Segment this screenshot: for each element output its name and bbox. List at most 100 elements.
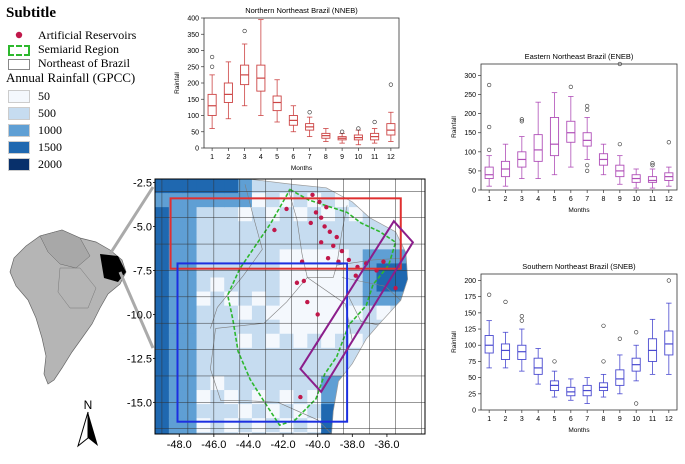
raster-cell (210, 207, 225, 222)
raster-cell (307, 277, 322, 293)
raster-cell (168, 207, 184, 222)
raster-cell (196, 319, 211, 335)
reservoir-point (301, 278, 307, 284)
reservoir-point (294, 280, 300, 285)
raster-cell (238, 235, 253, 250)
box-iqr (664, 330, 674, 356)
raster-cell (307, 404, 322, 419)
raster-cell (210, 277, 225, 293)
x-tick-label: 3 (520, 416, 524, 423)
raster-cell (210, 333, 225, 349)
box-6 (566, 84, 576, 168)
reservoir-point (322, 224, 327, 229)
raster-cell (321, 291, 336, 307)
box-6 (288, 105, 298, 133)
raster-cell (307, 418, 322, 433)
raster-cell (224, 333, 239, 349)
raster-cell (224, 347, 239, 363)
raster-cell (238, 249, 253, 264)
x-tick-label: 3 (520, 196, 524, 203)
raster-cell (293, 432, 308, 434)
outlier-point (634, 330, 639, 335)
raster-cell (168, 193, 184, 208)
raster-cell (348, 305, 364, 321)
y-tick-label: 75 (468, 359, 476, 366)
raster-cell (155, 333, 170, 349)
raster-cell (210, 193, 225, 208)
raster-cell (265, 375, 281, 391)
raster-cell (182, 375, 198, 391)
raster-cell (251, 221, 267, 236)
y-tick-label: 200 (464, 111, 476, 118)
region-eneb-box (299, 219, 415, 394)
x-axis-label: Months (568, 427, 590, 434)
raster-cell (279, 432, 294, 434)
raster-cell (210, 418, 225, 433)
y-tick-label: 25 (468, 391, 476, 398)
raster-cell (168, 390, 184, 405)
raster-cell (182, 361, 198, 377)
box-2 (500, 299, 511, 369)
x-tick-label: -44.0 (236, 439, 261, 451)
raster-cell (238, 277, 253, 293)
box-iqr (500, 343, 511, 360)
region-nneb-box (169, 197, 402, 270)
raster-cell (168, 375, 184, 391)
raster-cell (238, 375, 253, 391)
raster-cell (321, 277, 336, 293)
raster-cell (168, 305, 184, 321)
raster-cell (279, 375, 294, 391)
semiarid-swatch-icon (8, 44, 30, 56)
raster-cell (196, 404, 211, 419)
x-axis-label: Months (568, 207, 590, 214)
plot-area (203, 17, 400, 149)
x-tick-label: 2 (504, 196, 508, 203)
raster-cell (238, 291, 253, 307)
y-tick-label: -15.0 (127, 397, 152, 409)
raster-cell (210, 432, 225, 434)
raster-cell (182, 305, 198, 321)
raster-cell (168, 432, 184, 434)
raster-cell (321, 347, 336, 363)
x-tick-label: 5 (553, 416, 557, 423)
boxplot-sneb: Southern Northeast Brazil (SNEB)02550751… (451, 262, 678, 434)
raster-cell (265, 390, 281, 405)
rainfall-label: 50 (38, 89, 50, 103)
raster-cell (210, 404, 225, 419)
box-iqr (582, 132, 592, 147)
raster-cell (307, 193, 322, 208)
x-tick-label: 11 (649, 416, 656, 423)
raster-cell (155, 361, 170, 377)
x-tick-label: 7 (585, 416, 589, 423)
raster-cell (251, 193, 267, 208)
raster-cell (196, 221, 211, 236)
raster-cell (196, 249, 211, 264)
box-10 (353, 126, 363, 146)
north-label: N (84, 398, 93, 412)
outlier-point (552, 359, 557, 364)
box-4 (533, 348, 543, 385)
raster-cell (293, 249, 308, 264)
box-9 (615, 336, 625, 395)
raster-cell (224, 404, 239, 419)
y-tick-label: 175 (464, 294, 476, 301)
raster-cell (182, 319, 198, 335)
y-tick-label: 200 (464, 278, 476, 285)
outlier-point (617, 336, 622, 341)
raster-cell (224, 207, 239, 222)
x-tick-label: 7 (308, 154, 312, 161)
x-tick-label: 9 (618, 416, 622, 423)
raster-cell (251, 291, 267, 307)
raster-cell (196, 193, 211, 208)
raster-cell (210, 361, 225, 377)
reservoir-point (381, 259, 386, 264)
north-arrow-icon: N (77, 398, 98, 448)
raster-cell (155, 277, 170, 293)
y-tick-label: 100 (464, 149, 476, 156)
y-tick-label: 150 (187, 97, 199, 104)
box-iqr (549, 117, 560, 157)
raster-cell (279, 291, 294, 307)
raster-cell (265, 418, 281, 433)
outlier-point (388, 82, 393, 87)
raster-cell (307, 291, 322, 307)
